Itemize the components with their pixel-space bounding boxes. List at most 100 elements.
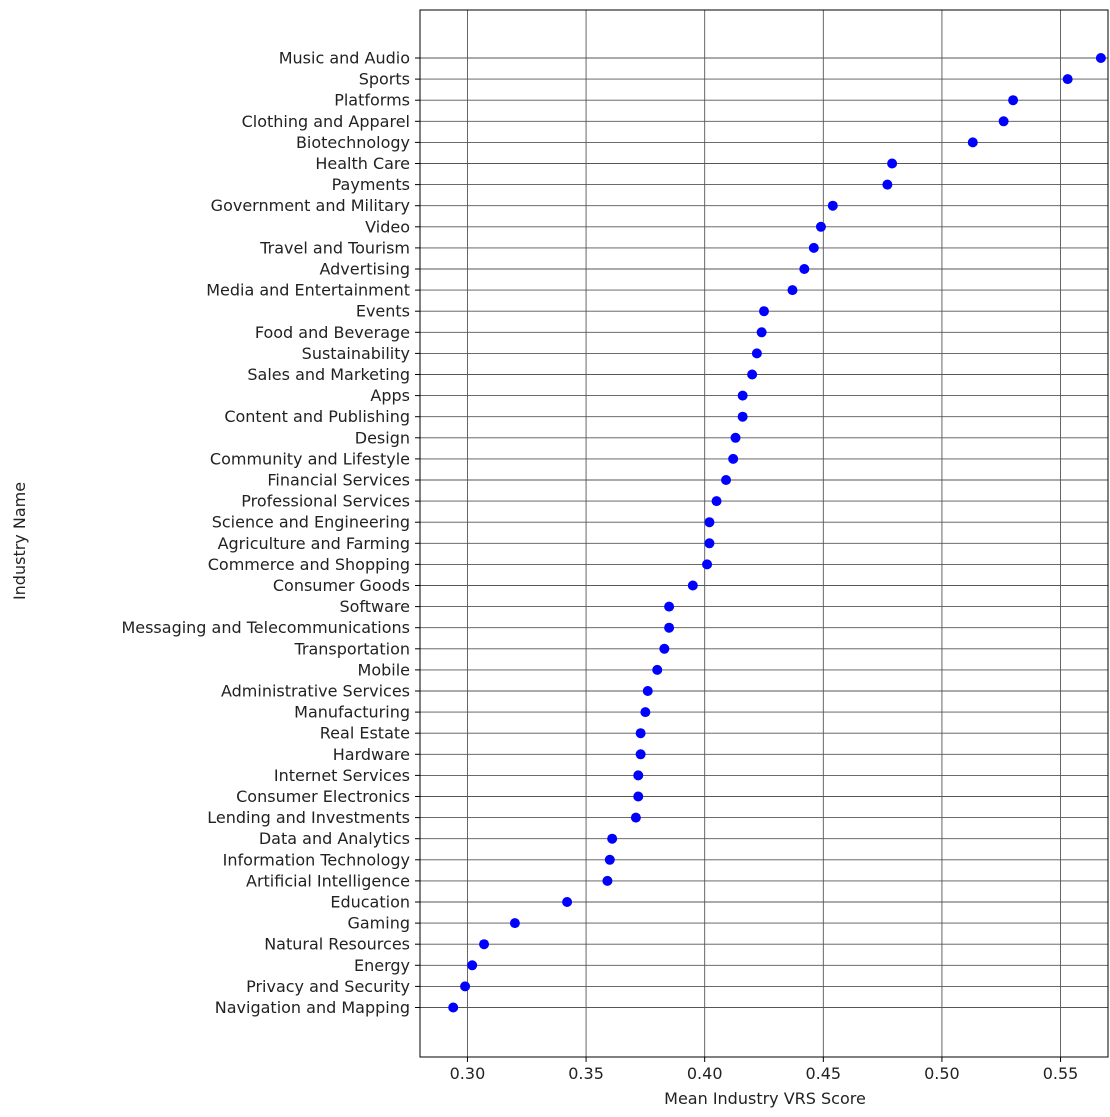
category-label: Platforms [334, 91, 410, 110]
category-label: Food and Beverage [255, 323, 410, 342]
category-label: Information Technology [223, 850, 410, 869]
category-label: Events [356, 302, 410, 321]
data-point [704, 538, 715, 549]
data-point [633, 791, 644, 802]
data-point [642, 686, 653, 696]
data-point [607, 833, 618, 844]
category-label: Advertising [319, 260, 410, 279]
data-point [827, 200, 838, 211]
category-label-layer: Music and Audio Sports Platforms Clothing a… [121, 49, 420, 1017]
category-label: Biotechnology [296, 133, 410, 152]
data-point [747, 369, 758, 380]
data-point [751, 348, 762, 359]
category-label: Hardware [333, 745, 410, 764]
category-label: Mobile [358, 660, 410, 679]
data-point [882, 179, 893, 190]
category-label: Data and Analytics [259, 829, 410, 848]
data-point [759, 306, 769, 317]
category-label: Commerce and Shopping [208, 555, 410, 574]
data-point [652, 664, 663, 675]
data-point [721, 475, 732, 485]
data-point [1095, 53, 1106, 63]
data-point [737, 411, 748, 422]
data-point [509, 918, 520, 929]
data-point [815, 221, 826, 232]
grid-layer [420, 10, 1108, 1057]
data-point [602, 875, 613, 886]
category-label: Privacy and Security [246, 977, 410, 996]
category-label: Sales and Marketing [247, 365, 410, 384]
category-label: Media and Entertainment [206, 281, 410, 300]
category-label: Apps [370, 386, 410, 405]
category-label: Energy [354, 956, 410, 975]
category-label: Video [365, 217, 410, 236]
data-point [467, 960, 478, 971]
category-label: Transportation [293, 639, 410, 658]
data-point [633, 770, 644, 781]
category-label: Professional Services [241, 492, 410, 511]
category-label: Real Estate [320, 724, 410, 743]
data-point [730, 432, 741, 443]
category-label: Community and Lifestyle [210, 449, 410, 468]
category-label: Agriculture and Farming [218, 534, 410, 553]
category-label: Financial Services [267, 471, 410, 490]
category-label: Navigation and Mapping [215, 998, 410, 1017]
category-label: Sports [359, 70, 410, 89]
data-point [635, 749, 646, 760]
category-label: Sustainability [302, 344, 410, 363]
category-label: Clothing and Apparel [242, 112, 410, 131]
data-point [640, 707, 651, 718]
category-label: Messaging and Telecommunications [121, 618, 410, 637]
data-point [562, 897, 573, 907]
data-point [479, 939, 490, 950]
data-point [799, 264, 810, 274]
data-point [448, 1002, 459, 1013]
category-label: Music and Audio [279, 49, 410, 68]
data-point [635, 728, 646, 739]
category-label: Health Care [315, 154, 410, 173]
plot-frame [419, 9, 1109, 1058]
data-point [787, 285, 798, 296]
category-label: Lending and Investments [207, 808, 410, 827]
points-layer [448, 53, 1106, 1013]
data-point [998, 116, 1009, 127]
category-label: Travel and Tourism [259, 238, 410, 257]
data-point [687, 580, 698, 591]
x-tick-label: 0.55 [1043, 1064, 1079, 1083]
data-point [887, 158, 898, 169]
category-label: Gaming [347, 914, 410, 933]
x-tick-label: 0.50 [924, 1064, 960, 1083]
category-label: Administrative Services [221, 682, 410, 701]
x-tick-layer: 0.30 0.35 0.40 0.45 0.50 0.55 [450, 1057, 1079, 1083]
data-point [460, 981, 471, 992]
data-point [630, 812, 641, 823]
category-label: Education [330, 893, 410, 912]
data-point [711, 496, 722, 507]
category-label: Natural Resources [264, 935, 410, 954]
data-point [704, 517, 715, 528]
data-point [664, 622, 675, 633]
category-label: Manufacturing [294, 703, 410, 722]
data-point [702, 559, 713, 570]
category-label: Science and Engineering [212, 513, 410, 532]
data-point [967, 137, 978, 148]
y-axis-label: Industry Name [10, 482, 29, 600]
category-label: Design [355, 428, 410, 447]
x-tick-label: 0.45 [805, 1064, 841, 1083]
x-tick-label: 0.35 [568, 1064, 604, 1083]
category-label: Consumer Goods [273, 576, 410, 595]
data-point [808, 242, 819, 253]
x-axis-label: Mean Industry VRS Score [664, 1089, 866, 1108]
data-point [664, 601, 675, 612]
data-point [604, 854, 615, 865]
x-tick-label: 0.40 [687, 1064, 723, 1083]
category-label: Content and Publishing [224, 407, 410, 426]
data-point [728, 453, 739, 464]
data-point [756, 327, 767, 338]
data-point [1062, 74, 1073, 85]
data-point [659, 643, 670, 654]
x-tick-label: 0.30 [450, 1064, 486, 1083]
category-label: Artificial Intelligence [246, 871, 410, 890]
data-point [1008, 95, 1019, 106]
